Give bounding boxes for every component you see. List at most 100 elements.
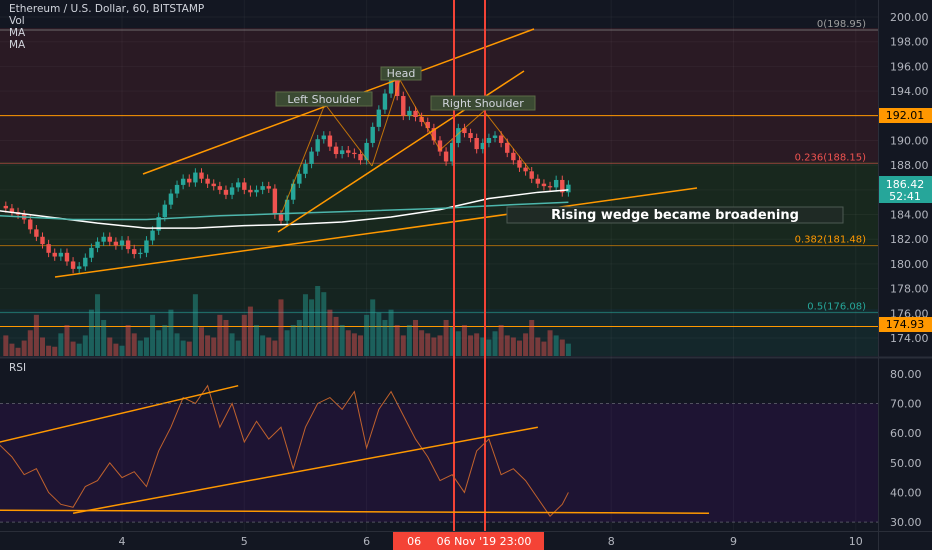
candle-body <box>34 229 39 237</box>
head-label-bg <box>380 66 422 81</box>
volume-bar <box>21 340 27 356</box>
price-tick-10: 180.00 <box>890 258 929 271</box>
volume-bar <box>64 325 70 356</box>
candle-body <box>193 172 198 183</box>
legend-ma-1[interactable]: MA <box>9 27 26 39</box>
volume-bar <box>302 294 308 356</box>
price-tick-9: 182.00 <box>890 233 929 246</box>
fib-zone-green <box>0 162 878 244</box>
candle-body <box>346 150 351 153</box>
rsi-trendline-2[interactable] <box>0 509 710 514</box>
volume-bar <box>315 286 321 356</box>
candle-body <box>150 230 155 241</box>
volume-bar <box>143 337 149 356</box>
candle-body <box>235 182 241 188</box>
candle-body <box>46 244 51 253</box>
price-axis[interactable]: 200.00198.00196.00194.00192.00190.00188.… <box>890 11 929 529</box>
volume-bar <box>95 294 101 356</box>
wedge-lower-line[interactable] <box>54 187 698 278</box>
level-174-label: 174.93 <box>886 318 925 331</box>
volume-bar <box>156 330 162 356</box>
volume-bar <box>321 292 327 356</box>
volume-bar <box>437 335 443 356</box>
volume-bar <box>400 335 406 356</box>
candle-body <box>119 240 125 246</box>
price-tick-0: 200.00 <box>890 11 929 24</box>
rsi-title[interactable]: RSI <box>9 362 27 374</box>
candle-body <box>364 142 369 161</box>
candle-body <box>113 241 119 246</box>
candle-body <box>462 128 467 134</box>
volume-bar <box>174 333 180 356</box>
candle-body <box>138 252 143 255</box>
volume-bar <box>504 335 510 356</box>
candle-body <box>339 150 345 155</box>
volume-bar <box>254 325 260 356</box>
candle-body <box>419 117 424 122</box>
legend-vol[interactable]: Vol <box>9 15 25 27</box>
volume-bar <box>357 335 363 356</box>
candle-body <box>376 109 382 127</box>
rsi-trendline-0[interactable] <box>0 384 239 443</box>
candle-body <box>278 214 284 221</box>
price-tick-6: 188.00 <box>890 159 929 172</box>
time-tick-1: 5 <box>241 535 248 548</box>
price-tick-3: 194.00 <box>890 85 929 98</box>
candle-body <box>83 257 88 267</box>
candle-body <box>358 154 363 161</box>
candle-body <box>407 110 412 116</box>
candle-body <box>401 96 406 116</box>
fib-label-3: 0.5(176.08) <box>807 301 866 312</box>
left-shoulder-label-bg <box>275 91 373 107</box>
current-price-badge <box>879 176 932 203</box>
candle-body <box>260 186 265 190</box>
rsi-tick-2: 60.00 <box>890 427 922 440</box>
chart-legend: Ethereum / U.S. Dollar, 60, BITSTAMP Vol… <box>9 3 204 51</box>
candle-body <box>535 178 541 184</box>
volume-bar <box>394 325 400 356</box>
candle-body <box>492 135 498 138</box>
volume-bar <box>27 330 33 356</box>
volume-bar <box>455 331 461 356</box>
volume-bar <box>247 306 253 356</box>
symbol-title[interactable]: Ethereum / U.S. Dollar, 60, BITSTAMP <box>9 3 205 15</box>
candle-body <box>58 252 64 257</box>
volume-bar <box>162 325 168 356</box>
price-tick-1: 198.00 <box>890 36 929 49</box>
candle-body <box>291 183 296 200</box>
rsi-tick-4: 40.00 <box>890 486 922 499</box>
candle-body <box>486 137 492 143</box>
volume-bar <box>82 335 88 356</box>
volume-bar <box>88 309 94 356</box>
volume-bar <box>211 337 217 356</box>
head-label: Head <box>387 67 416 80</box>
price-tick-2: 196.00 <box>890 60 929 73</box>
fib-label-0: 0(198.95) <box>817 19 866 30</box>
volume-bar <box>229 333 235 356</box>
volume-bar <box>364 314 370 356</box>
candle-body <box>254 189 259 193</box>
rsi-trendline-1[interactable] <box>72 426 538 514</box>
volume-bar <box>272 340 278 356</box>
legend-ma-2[interactable]: MA <box>9 39 26 51</box>
candle-body <box>388 79 394 94</box>
candle-body <box>303 163 308 174</box>
volume-bar <box>290 325 296 356</box>
volume-bar <box>76 343 82 356</box>
candle-body <box>229 187 235 195</box>
price-tick-13: 174.00 <box>890 332 929 345</box>
candle-body <box>144 240 149 253</box>
volume-bar <box>131 333 137 356</box>
volume-bar <box>382 319 388 356</box>
volume-bar <box>419 330 425 356</box>
volume-bar <box>553 335 559 356</box>
volume-bar <box>205 335 211 356</box>
right-shoulder-label-bg <box>430 95 536 111</box>
candle-body <box>107 236 112 242</box>
crosshair-time-badge <box>424 532 544 550</box>
volume-bar <box>241 314 247 356</box>
candle-body <box>174 184 180 194</box>
candle-body <box>498 135 504 143</box>
volume-bar <box>3 335 9 356</box>
